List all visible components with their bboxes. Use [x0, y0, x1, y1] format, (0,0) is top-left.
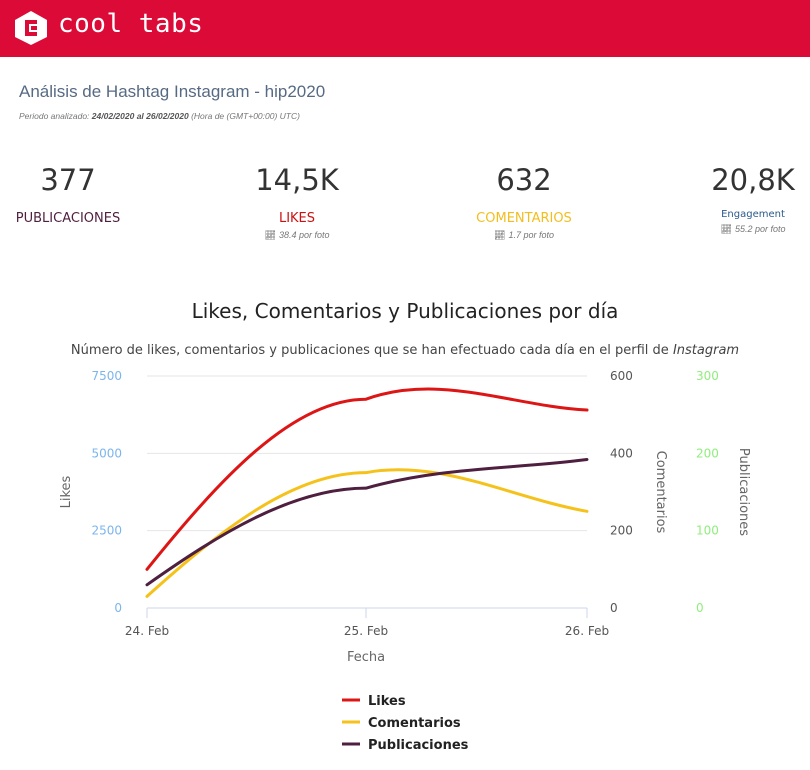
trend-chart-icon: 📈︎ — [494, 230, 506, 240]
kpi-value: 377 — [40, 163, 96, 197]
trend-chart-icon: 📈︎ — [264, 230, 276, 240]
kpi-comentarios: 632 COMENTARIOS 📈︎ 1.7 por foto — [424, 166, 624, 241]
y-tick-label-comentarios: 0 — [610, 601, 618, 615]
y-axis-title-comentarios: Comentarios — [653, 451, 668, 534]
kpi-ratio: 📈︎ 38.4 por foto — [197, 230, 397, 241]
kpi-engagement: 20,8K Engagement 📈︎ 55.2 por foto — [653, 166, 810, 235]
y-tick-label-comentarios: 600 — [610, 369, 633, 383]
kpi-label: LIKES — [278, 211, 316, 226]
kpi-label: PUBLICACIONES — [15, 211, 121, 226]
brand-name: cool tabs — [58, 9, 204, 39]
kpi-value: 632 — [496, 163, 552, 197]
kpi-value: 20,8K — [711, 163, 795, 197]
chart-legend: Likes Comentarios Publicaciones — [342, 694, 469, 753]
report-title: Análisis de Hashtag Instagram - hip2020 — [19, 82, 326, 101]
y-tick-label-comentarios: 400 — [610, 446, 633, 460]
chart-subtitle-emphasis: Instagram — [673, 343, 739, 358]
cooltabs-logo-icon — [15, 11, 47, 45]
y-tick-label-likes: 2500 — [91, 524, 122, 538]
kpi-label: Engagement — [721, 209, 785, 220]
period-range: 24/02/2020 al 26/02/2020 — [91, 111, 189, 121]
y-axis-title-publicaciones: Publicaciones — [736, 448, 751, 536]
chart-subtitle: Número de likes, comentarios y publicaci… — [71, 343, 739, 358]
legend-item-comentarios[interactable]: Comentarios — [368, 716, 461, 731]
kpi-likes: 14,5K LIKES 📈︎ 38.4 por foto — [197, 166, 397, 241]
y-tick-label-publicaciones: 100 — [696, 524, 719, 538]
kpi-publicaciones: 377 PUBLICACIONES — [0, 163, 168, 227]
period-prefix: Periodo analizado: — [19, 111, 90, 121]
period-timezone: (Hora de (GMT+00:00) UTC) — [191, 111, 300, 121]
likes-comments-posts-chart: Likes, Comentarios y Publicaciones por d… — [59, 299, 751, 753]
chart-subtitle-text: Número de likes, comentarios y publicaci… — [71, 343, 669, 358]
x-axis-title: Fecha — [347, 650, 385, 665]
series-line-publicaciones[interactable] — [145, 458, 589, 587]
kpi-ratio: 📈︎ 55.2 por foto — [653, 224, 810, 235]
x-tick-label: 24. Feb — [125, 624, 169, 638]
chart-title: Likes, Comentarios y Publicaciones por d… — [192, 299, 619, 323]
kpi-ratio-text: 1.7 por foto — [508, 230, 554, 240]
plot-area: 0 2500 5000 7500 0 200 400 600 0 100 200 300 Likes Co… — [59, 369, 751, 638]
kpi-ratio-text: 55.2 por foto — [734, 224, 786, 234]
y-tick-label-publicaciones: 200 — [696, 446, 719, 460]
legend-item-publicaciones[interactable]: Publicaciones — [368, 738, 469, 753]
top-bar: cool tabs — [0, 0, 810, 57]
kpi-label: COMENTARIOS — [476, 211, 572, 226]
analysis-period: Periodo analizado: 24/02/2020 al 26/02/2… — [19, 111, 300, 121]
series-line-likes[interactable] — [145, 387, 589, 571]
y-tick-label-publicaciones: 300 — [696, 369, 719, 383]
y-tick-label-comentarios: 200 — [610, 524, 633, 538]
kpi-ratio: 📈︎ 1.7 por foto — [424, 230, 624, 241]
y-tick-label-publicaciones: 0 — [696, 601, 704, 615]
kpi-ratio-text: 38.4 por foto — [278, 230, 330, 240]
trend-chart-icon: 📈︎ — [720, 224, 732, 234]
x-tick-label: 25. Feb — [344, 624, 388, 638]
kpi-value: 14,5K — [255, 163, 339, 197]
y-tick-label-likes: 7500 — [91, 369, 122, 383]
y-axis-title-likes: Likes — [59, 475, 74, 508]
legend-item-likes[interactable]: Likes — [368, 694, 406, 709]
y-tick-label-likes: 5000 — [91, 446, 122, 460]
y-tick-label-likes: 0 — [114, 601, 122, 615]
x-tick-label: 26. Feb — [565, 624, 609, 638]
